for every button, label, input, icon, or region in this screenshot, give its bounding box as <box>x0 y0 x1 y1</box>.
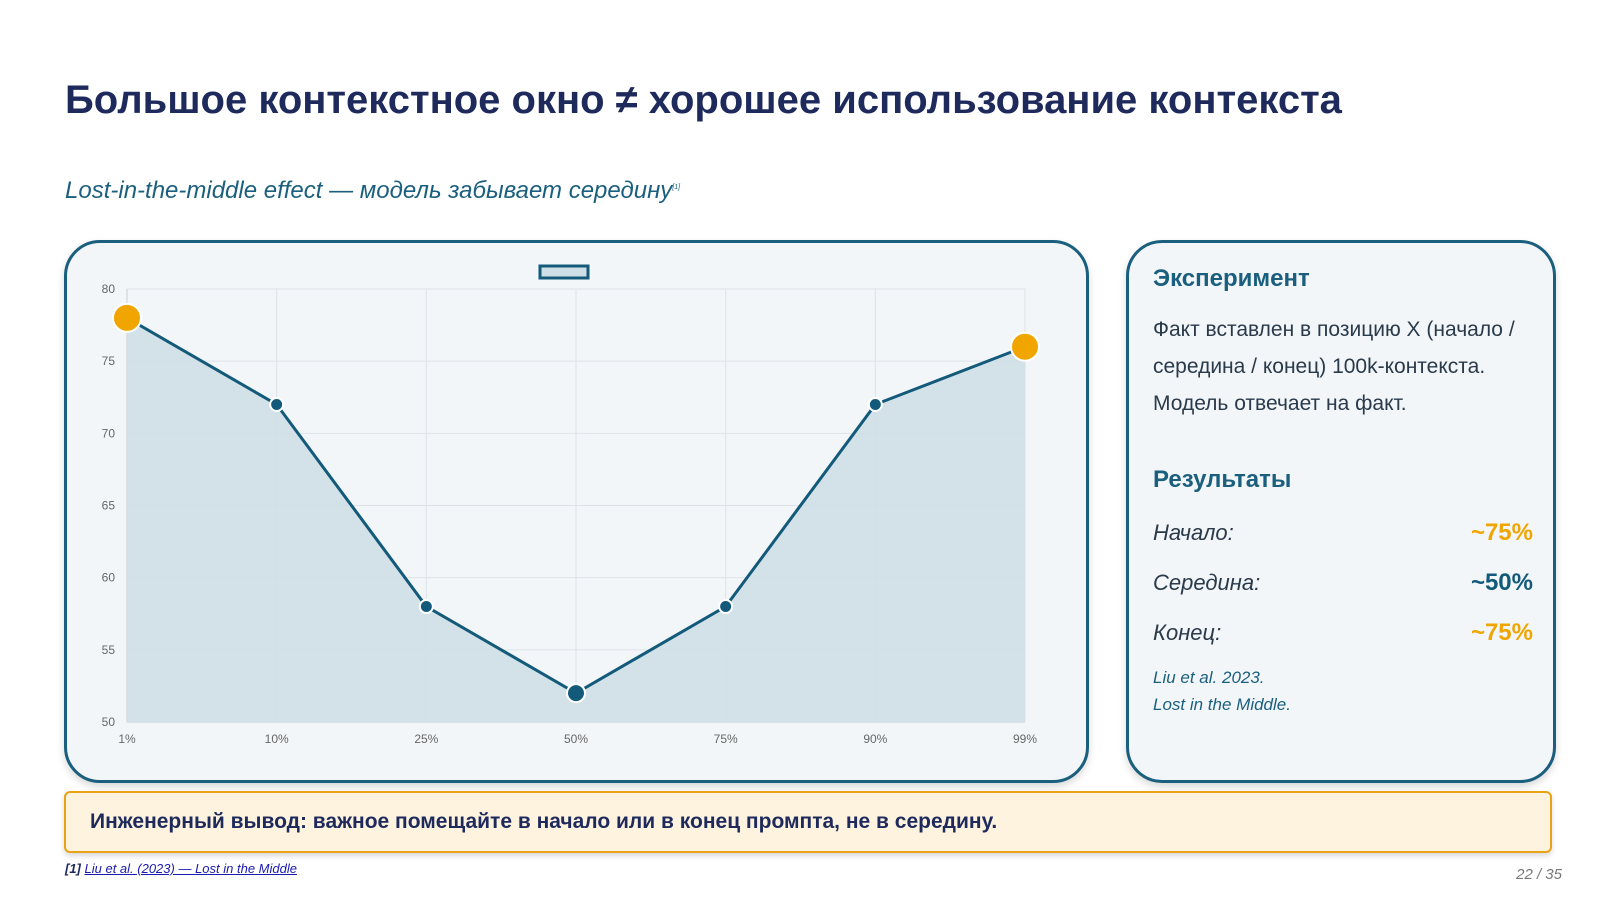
x-tick-label: 50% <box>564 732 588 746</box>
y-tick-label: 80 <box>102 282 116 296</box>
y-tick-label: 50 <box>102 715 116 729</box>
citation: Liu et al. 2023. Lost in the Middle. <box>1153 664 1533 718</box>
result-value-start: ~75% <box>1470 519 1533 546</box>
x-tick-label: 25% <box>414 732 438 746</box>
x-tick-label: 75% <box>714 732 738 746</box>
experiment-title: Эксперимент <box>1153 265 1310 292</box>
y-tick-label: 60 <box>102 571 116 585</box>
citation-line-1: Liu et al. 2023. <box>1153 668 1265 687</box>
slide-subtitle: Lost-in-the-middle effect — модель забыв… <box>65 177 680 205</box>
results-list: Начало: ~75% Середина: ~50% Конец: ~75% <box>1153 508 1533 658</box>
result-label-start: Начало: <box>1153 520 1234 545</box>
footnote: [1] Liu et al. (2023) — Lost in the Midd… <box>65 861 297 876</box>
y-tick-label: 65 <box>102 499 116 513</box>
y-tick-label: 75 <box>102 354 116 368</box>
subtitle-reference[interactable]: [1] <box>672 184 681 191</box>
x-tick-label: 10% <box>265 732 289 746</box>
data-point <box>718 599 734 615</box>
takeaway-callout: Инженерный вывод: важное помещайте в нач… <box>64 791 1552 853</box>
footnote-link[interactable]: Liu et al. (2023) — Lost in the Middle <box>84 861 297 876</box>
citation-line-2: Lost in the Middle. <box>1153 695 1291 714</box>
subtitle-text: Lost-in-the-middle effect — модель забыв… <box>65 177 673 204</box>
result-row-end: Конец: ~75% <box>1153 608 1533 658</box>
highlighted-data-point <box>112 302 142 333</box>
series-area <box>127 317 1025 722</box>
data-point <box>269 396 285 412</box>
result-row-middle: Середина: ~50% <box>1153 558 1533 608</box>
result-label-end: Конец: <box>1153 620 1222 645</box>
y-tick-label: 70 <box>102 426 116 440</box>
highlighted-data-point <box>1010 331 1040 362</box>
result-row-start: Начало: ~75% <box>1153 508 1533 558</box>
data-point <box>867 396 883 412</box>
footnote-ref-number: [1] <box>65 861 81 876</box>
data-point <box>566 683 586 704</box>
x-tick-label: 99% <box>1013 732 1037 746</box>
result-value-end: ~75% <box>1470 619 1533 646</box>
results-title: Результаты <box>1153 466 1292 493</box>
y-tick-label: 55 <box>102 643 116 657</box>
result-label-middle: Середина: <box>1153 570 1261 595</box>
legend-marker <box>538 264 590 280</box>
line-chart: 50 55 60 65 70 75 80 1% 10% 25% 50% 75% 90% 99% <box>102 264 1040 746</box>
data-point <box>418 599 434 615</box>
slide-title: Большое контекстное окно ≠ хорошее испол… <box>65 78 1342 122</box>
experiment-description: Факт вставлен в позицию X (начало / сере… <box>1153 318 1515 415</box>
page-number: 22 / 35 <box>1516 866 1562 883</box>
x-tick-label: 90% <box>863 732 887 746</box>
result-value-middle: ~50% <box>1470 569 1533 596</box>
x-tick-label: 1% <box>118 732 136 746</box>
info-card: Эксперимент Факт вставлен в позицию X (н… <box>1126 240 1556 783</box>
chart-card: 50 55 60 65 70 75 80 1% 10% 25% 50% 75% 90% 99% <box>64 240 1089 783</box>
